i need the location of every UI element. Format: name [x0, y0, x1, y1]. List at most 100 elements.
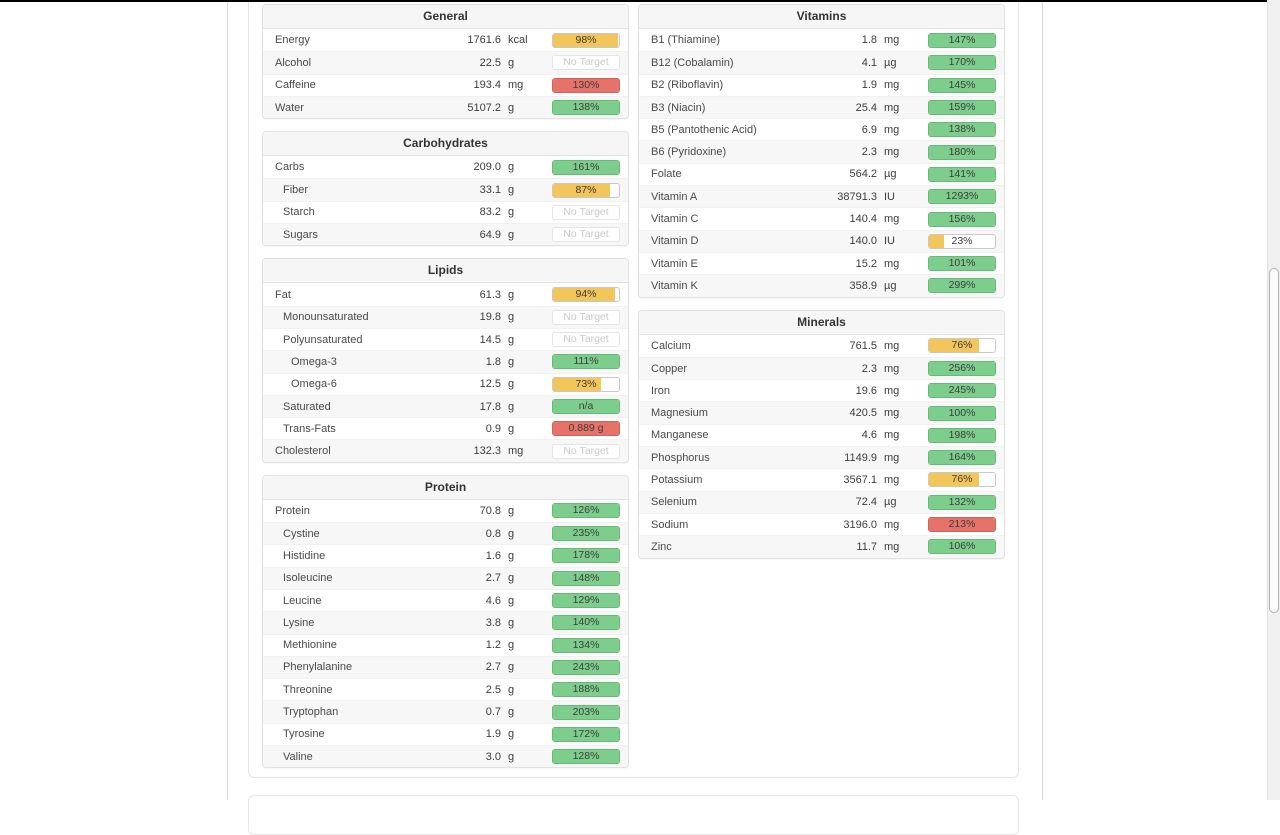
nutrient-name: B2 (Riboflavin)	[639, 79, 819, 91]
target-progress-label: 198%	[929, 429, 995, 442]
nutrient-name: Lysine	[263, 617, 443, 629]
target-progress-bar: 100%	[928, 406, 996, 421]
nutrient-unit: kcal	[508, 34, 540, 46]
target-progress-label: No Target	[553, 206, 619, 219]
nutrient-unit: g	[508, 334, 540, 346]
target-progress-bar: 148%	[552, 571, 620, 586]
nutrient-name: Carbs	[263, 161, 443, 173]
target-progress-label: 140%	[553, 616, 619, 629]
nutrient-name: Tyrosine	[263, 728, 443, 740]
target-progress-label: 138%	[553, 101, 619, 114]
nutrient-value: 70.8	[443, 505, 501, 517]
nutrient-name: Manganese	[639, 429, 819, 441]
nutrient-value: 83.2	[443, 206, 501, 218]
nutrient-name: Starch	[263, 206, 443, 218]
target-progress-label: No Target	[553, 228, 619, 241]
nutrient-value: 358.9	[819, 280, 877, 292]
target-progress-bar: 170%	[928, 55, 996, 70]
window-top-edge	[0, 0, 1280, 2]
nutrient-unit: mg	[884, 363, 916, 375]
nutrient-name: Saturated	[263, 401, 443, 413]
nutrient-unit: g	[508, 706, 540, 718]
nutrient-name: Vitamin D	[639, 235, 819, 247]
scrollbar-thumb[interactable]	[1269, 268, 1279, 613]
nutrient-name: Iron	[639, 385, 819, 397]
nutrient-value: 1.9	[443, 728, 501, 740]
scrollbar-track[interactable]	[1267, 0, 1280, 800]
target-progress-bar: 138%	[552, 100, 620, 115]
nutrient-name: Alcohol	[263, 57, 443, 69]
target-progress-label: 145%	[929, 79, 995, 92]
nutrient-name: B3 (Niacin)	[639, 102, 819, 114]
nutrient-value: 72.4	[819, 496, 877, 508]
nutrient-value: 0.9	[443, 423, 501, 435]
nutrient-value: 1.9	[819, 79, 877, 91]
nutrient-name: B12 (Cobalamin)	[639, 57, 819, 69]
nutrient-unit: mg	[884, 429, 916, 441]
nutrient-value: 140.4	[819, 213, 877, 225]
nutrient-unit: g	[508, 550, 540, 562]
nutrient-unit: mg	[884, 213, 916, 225]
nutrient-name: Selenium	[639, 496, 819, 508]
target-progress-bar: 0.889 g	[552, 421, 620, 436]
nutrient-value: 1.6	[443, 550, 501, 562]
target-progress-label: 235%	[553, 527, 619, 540]
target-progress-label: 94%	[553, 288, 619, 301]
nutrient-name: B1 (Thiamine)	[639, 34, 819, 46]
nutrient-value: 61.3	[443, 289, 501, 301]
nutrient-name: Vitamin A	[639, 191, 819, 203]
nutrient-value: 2.5	[443, 684, 501, 696]
